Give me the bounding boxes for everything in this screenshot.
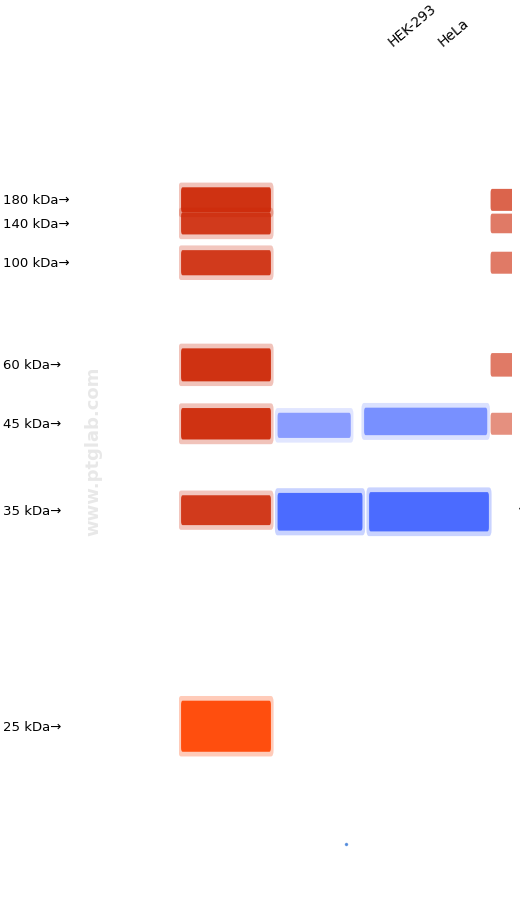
FancyBboxPatch shape	[181, 189, 271, 213]
Text: 100 kDa→: 100 kDa→	[3, 257, 69, 270]
FancyBboxPatch shape	[490, 253, 514, 274]
FancyBboxPatch shape	[367, 488, 491, 537]
FancyBboxPatch shape	[178, 404, 274, 445]
FancyBboxPatch shape	[490, 354, 514, 377]
FancyBboxPatch shape	[490, 189, 514, 212]
Text: 60 kDa→: 60 kDa→	[3, 359, 61, 372]
FancyBboxPatch shape	[181, 213, 271, 235]
FancyBboxPatch shape	[178, 183, 274, 218]
FancyBboxPatch shape	[178, 208, 274, 240]
Text: www.ptglab.com: www.ptglab.com	[85, 366, 102, 536]
Text: 25 kDa→: 25 kDa→	[3, 720, 61, 733]
FancyBboxPatch shape	[490, 413, 514, 436]
Text: 140 kDa→: 140 kDa→	[3, 217, 69, 231]
FancyBboxPatch shape	[178, 696, 274, 757]
FancyBboxPatch shape	[278, 493, 362, 531]
FancyBboxPatch shape	[364, 409, 487, 436]
Text: 180 kDa→: 180 kDa→	[3, 194, 69, 207]
FancyBboxPatch shape	[181, 496, 271, 526]
FancyBboxPatch shape	[369, 492, 489, 532]
FancyBboxPatch shape	[178, 345, 274, 387]
FancyBboxPatch shape	[178, 491, 274, 530]
Text: 45 kDa→: 45 kDa→	[3, 418, 61, 431]
Text: 35 kDa→: 35 kDa→	[3, 504, 61, 517]
FancyBboxPatch shape	[181, 251, 271, 276]
FancyBboxPatch shape	[361, 403, 490, 440]
FancyBboxPatch shape	[490, 215, 514, 234]
FancyBboxPatch shape	[178, 246, 274, 281]
FancyBboxPatch shape	[275, 409, 354, 443]
Text: HeLa: HeLa	[436, 16, 472, 50]
FancyBboxPatch shape	[278, 413, 351, 438]
FancyBboxPatch shape	[181, 701, 271, 752]
FancyBboxPatch shape	[275, 489, 365, 536]
FancyBboxPatch shape	[181, 349, 271, 382]
Text: HEK-293: HEK-293	[386, 2, 439, 50]
FancyBboxPatch shape	[181, 409, 271, 440]
